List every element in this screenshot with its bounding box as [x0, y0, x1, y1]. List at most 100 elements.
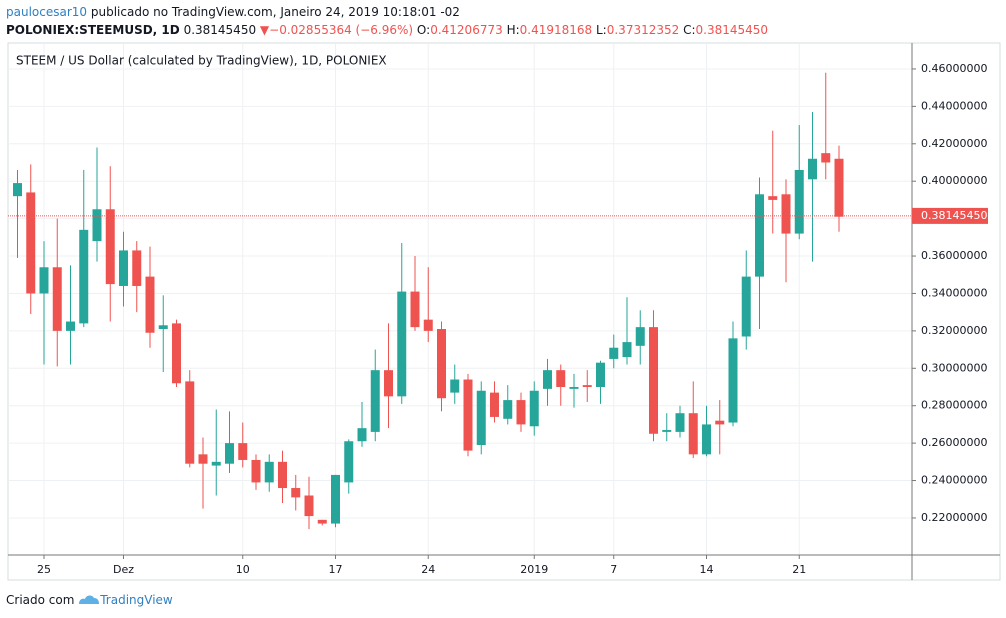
- candle-body: [145, 276, 155, 333]
- candle-body: [569, 386, 579, 389]
- published: publicado no TradingView.com, Janeiro 24…: [90, 5, 460, 19]
- candle-body: [662, 430, 672, 432]
- candle-body: [781, 194, 791, 234]
- candle-body: [582, 385, 592, 387]
- change: −0.02855364 (−6.96%): [269, 23, 414, 37]
- y-tick-label: 0.32000000: [921, 324, 987, 337]
- brand[interactable]: TradingView: [100, 593, 173, 607]
- candle-body: [344, 441, 354, 483]
- candle-body: [675, 413, 685, 432]
- candle-body: [264, 461, 274, 483]
- candle-body: [609, 347, 619, 359]
- y-tick-label: 0.28000000: [921, 399, 987, 412]
- candle-body: [556, 370, 566, 387]
- chart-frame: [7, 42, 1001, 581]
- x-tick-label: 2019: [520, 563, 548, 576]
- open-label: O:: [416, 23, 431, 37]
- candle-body: [198, 454, 208, 464]
- candle-body: [92, 209, 102, 242]
- candle-body: [317, 519, 327, 524]
- candle-body: [52, 267, 62, 331]
- header-line-1: paulocesar10 publicado no TradingView.co…: [6, 5, 460, 19]
- candle-body: [66, 321, 75, 331]
- candle-body: [476, 390, 486, 445]
- candle-body: [649, 327, 658, 434]
- price: 0.38145450: [183, 23, 257, 37]
- candle-body: [808, 158, 817, 180]
- y-tick-label: 0.38000000: [921, 212, 987, 225]
- candle-body: [172, 323, 181, 384]
- x-tick-label: Dez: [113, 563, 134, 576]
- y-tick-label: 0.24000000: [921, 474, 987, 487]
- candle-body: [132, 250, 142, 286]
- candle-body: [596, 362, 605, 387]
- candle-body: [728, 338, 738, 423]
- candle-body: [503, 400, 513, 419]
- x-tick-label: 17: [329, 563, 343, 576]
- logo: [79, 595, 100, 604]
- candle-body: [238, 443, 248, 460]
- header-line-2: POLONIEX:STEEMUSD, 1D 0.38145450 ▼−0.028…: [6, 23, 768, 37]
- footer: Criado com TradingView: [6, 593, 173, 607]
- candle-body: [79, 229, 89, 324]
- candle-body: [251, 459, 261, 483]
- x-tick-label: 7: [610, 563, 617, 576]
- last-price-tag: [912, 207, 988, 224]
- candle-body: [702, 424, 711, 455]
- candle-body: [516, 400, 526, 425]
- x-tick-label: 14: [700, 563, 714, 576]
- chart-title: STEEM / US Dollar (calculated by Trading…: [16, 54, 387, 68]
- candle-body: [225, 443, 234, 464]
- candle-body: [278, 461, 287, 489]
- candle-body: [119, 250, 128, 286]
- candle-body: [622, 342, 632, 358]
- candle-body: [529, 390, 539, 427]
- symbol: POLONIEX:STEEMUSD, 1D: [6, 23, 180, 37]
- candle-body: [39, 267, 49, 294]
- candle-body: [304, 495, 314, 517]
- candle-body: [384, 370, 393, 397]
- low-label: L:: [596, 23, 607, 37]
- y-tick-label: 0.22000000: [921, 511, 987, 524]
- high: 0.41918168: [519, 23, 593, 37]
- high-label: H:: [506, 23, 520, 37]
- candle-body: [715, 420, 725, 425]
- candle-body: [755, 194, 764, 277]
- x-tick-label: 21: [792, 563, 806, 576]
- candle-body: [211, 461, 221, 466]
- y-tick-label: 0.30000000: [921, 361, 987, 374]
- candle-body: [13, 183, 22, 197]
- x-tick-label: 25: [37, 563, 51, 576]
- candle-body: [768, 196, 778, 200]
- x-tick-label: 24: [421, 563, 435, 576]
- low: 0.37312352: [606, 23, 680, 37]
- candle-body: [158, 325, 168, 330]
- y-tick-label: 0.44000000: [921, 99, 987, 112]
- candle-body: [410, 291, 420, 328]
- candle-body: [26, 192, 36, 294]
- candle-body: [688, 413, 698, 455]
- candle-body: [437, 329, 446, 399]
- candle-body: [741, 276, 751, 337]
- candle-body: [370, 370, 380, 432]
- footer-text: Criado com: [6, 593, 75, 607]
- candle-body: [635, 327, 645, 346]
- candle-body: [543, 370, 552, 389]
- y-tick-label: 0.36000000: [921, 249, 987, 262]
- candle-body: [834, 158, 844, 217]
- last-price-label: 0.38145450: [921, 209, 987, 222]
- y-tick-label: 0.42000000: [921, 137, 987, 150]
- candle-body: [794, 169, 804, 234]
- y-tick-label: 0.34000000: [921, 286, 987, 299]
- candle-body: [423, 319, 433, 331]
- y-tick-label: 0.46000000: [921, 62, 987, 75]
- candle-body: [463, 379, 473, 451]
- open: 0.41206773: [430, 23, 503, 37]
- y-tick-label: 0.26000000: [921, 436, 987, 449]
- candle-body: [821, 153, 831, 163]
- author[interactable]: paulocesar10: [6, 5, 88, 19]
- candle-body: [331, 474, 340, 524]
- candle-body: [490, 392, 499, 417]
- candle-body: [357, 428, 367, 442]
